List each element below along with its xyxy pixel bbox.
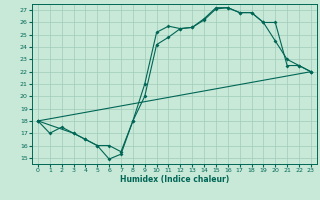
X-axis label: Humidex (Indice chaleur): Humidex (Indice chaleur) <box>120 175 229 184</box>
